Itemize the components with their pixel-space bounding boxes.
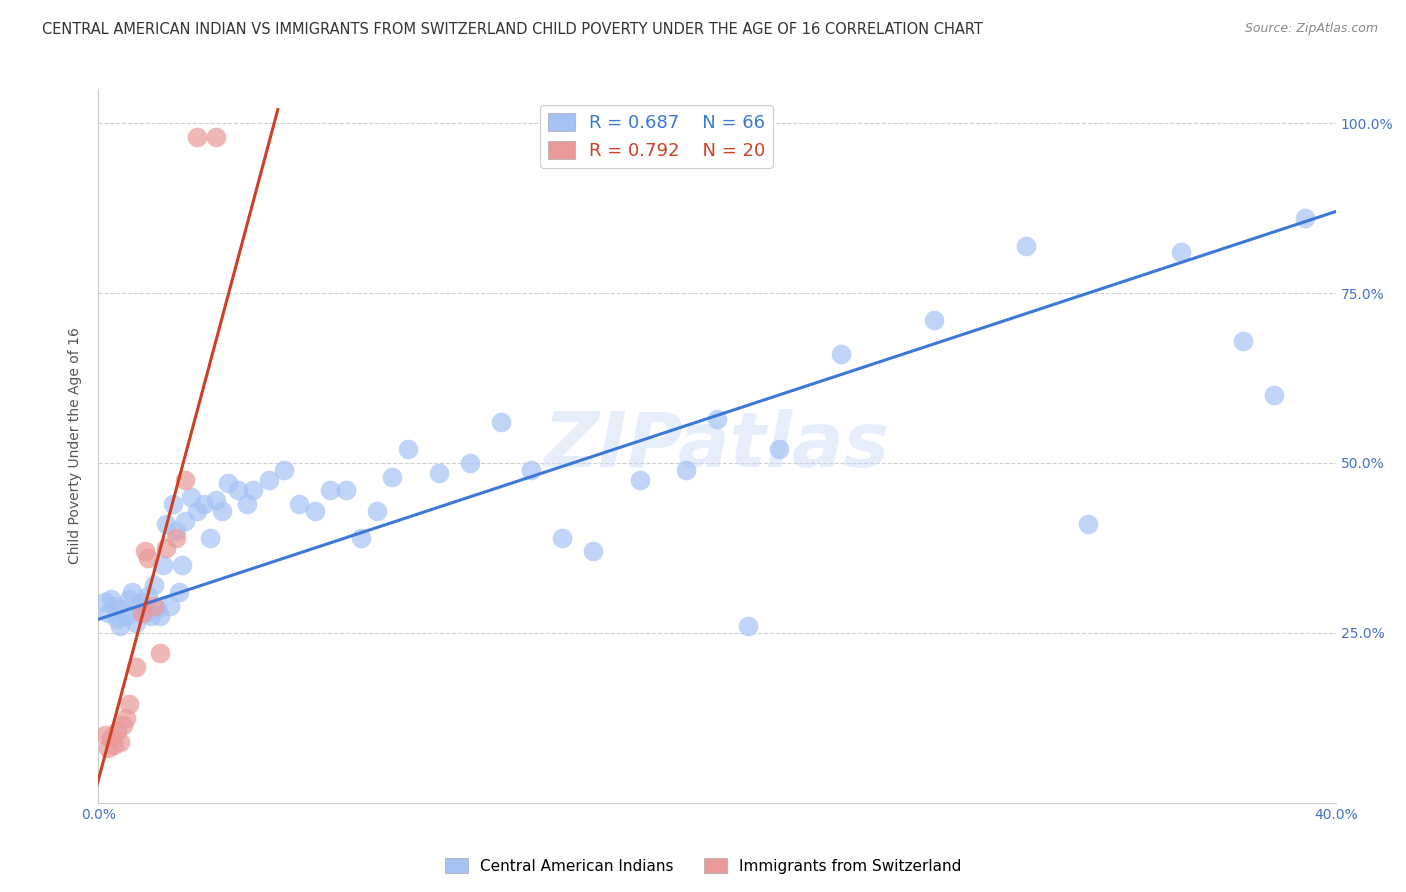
Point xyxy=(159,599,181,613)
Point xyxy=(167,585,190,599)
Point xyxy=(1294,211,1316,226)
Point xyxy=(830,347,852,361)
Point xyxy=(768,442,790,457)
Point xyxy=(131,606,153,620)
Point xyxy=(257,473,280,487)
Point xyxy=(922,313,945,327)
Point xyxy=(112,602,135,616)
Point xyxy=(103,738,125,752)
Point xyxy=(273,463,295,477)
Point xyxy=(124,615,146,630)
Point xyxy=(226,483,249,498)
Point xyxy=(152,558,174,572)
Point xyxy=(97,741,120,756)
Point xyxy=(136,551,159,566)
Point xyxy=(143,599,166,613)
Legend: Central American Indians, Immigrants from Switzerland: Central American Indians, Immigrants fro… xyxy=(439,852,967,880)
Point xyxy=(100,731,122,746)
Point xyxy=(427,466,450,480)
Point xyxy=(128,599,150,613)
Point xyxy=(93,728,115,742)
Point xyxy=(115,608,138,623)
Point xyxy=(131,595,153,609)
Point xyxy=(582,544,605,558)
Point xyxy=(108,734,131,748)
Point xyxy=(1232,334,1254,348)
Point xyxy=(134,544,156,558)
Point xyxy=(304,503,326,517)
Point xyxy=(155,517,177,532)
Point xyxy=(628,473,651,487)
Point xyxy=(288,497,311,511)
Point xyxy=(675,463,697,477)
Point xyxy=(706,412,728,426)
Point xyxy=(737,619,759,633)
Y-axis label: Child Poverty Under the Age of 16: Child Poverty Under the Age of 16 xyxy=(69,327,83,565)
Point xyxy=(165,531,187,545)
Legend: R = 0.687    N = 66, R = 0.792    N = 20: R = 0.687 N = 66, R = 0.792 N = 20 xyxy=(540,105,773,168)
Point xyxy=(489,415,512,429)
Point xyxy=(136,589,159,603)
Point xyxy=(551,531,574,545)
Point xyxy=(118,698,141,712)
Point xyxy=(105,724,128,739)
Point xyxy=(198,531,221,545)
Point xyxy=(186,129,208,144)
Text: CENTRAL AMERICAN INDIAN VS IMMIGRANTS FROM SWITZERLAND CHILD POVERTY UNDER THE A: CENTRAL AMERICAN INDIAN VS IMMIGRANTS FR… xyxy=(42,22,983,37)
Point xyxy=(93,595,115,609)
Point xyxy=(124,660,146,674)
Point xyxy=(155,541,177,555)
Point xyxy=(211,503,233,517)
Point xyxy=(165,524,187,538)
Point xyxy=(1077,517,1099,532)
Point xyxy=(174,473,197,487)
Point xyxy=(319,483,342,498)
Point xyxy=(205,129,228,144)
Point xyxy=(146,602,169,616)
Point xyxy=(97,606,120,620)
Point xyxy=(143,578,166,592)
Point xyxy=(170,558,193,572)
Point xyxy=(118,591,141,606)
Point xyxy=(350,531,373,545)
Point xyxy=(121,585,143,599)
Point xyxy=(149,646,172,660)
Point xyxy=(112,717,135,731)
Point xyxy=(458,456,481,470)
Point xyxy=(1263,388,1285,402)
Point xyxy=(134,606,156,620)
Text: Source: ZipAtlas.com: Source: ZipAtlas.com xyxy=(1244,22,1378,36)
Point xyxy=(1015,238,1038,252)
Point xyxy=(105,612,128,626)
Point xyxy=(180,490,202,504)
Text: ZIPatlas: ZIPatlas xyxy=(544,409,890,483)
Point xyxy=(335,483,357,498)
Point xyxy=(108,619,131,633)
Point xyxy=(115,711,138,725)
Point xyxy=(103,599,125,613)
Point xyxy=(193,497,215,511)
Point xyxy=(174,514,197,528)
Point xyxy=(366,503,388,517)
Point xyxy=(396,442,419,457)
Point xyxy=(236,497,259,511)
Point xyxy=(100,591,122,606)
Point xyxy=(149,608,172,623)
Point xyxy=(381,469,404,483)
Point xyxy=(205,493,228,508)
Point xyxy=(139,608,162,623)
Point xyxy=(242,483,264,498)
Point xyxy=(217,476,239,491)
Point xyxy=(1170,245,1192,260)
Point xyxy=(162,497,184,511)
Point xyxy=(520,463,543,477)
Point xyxy=(186,503,208,517)
